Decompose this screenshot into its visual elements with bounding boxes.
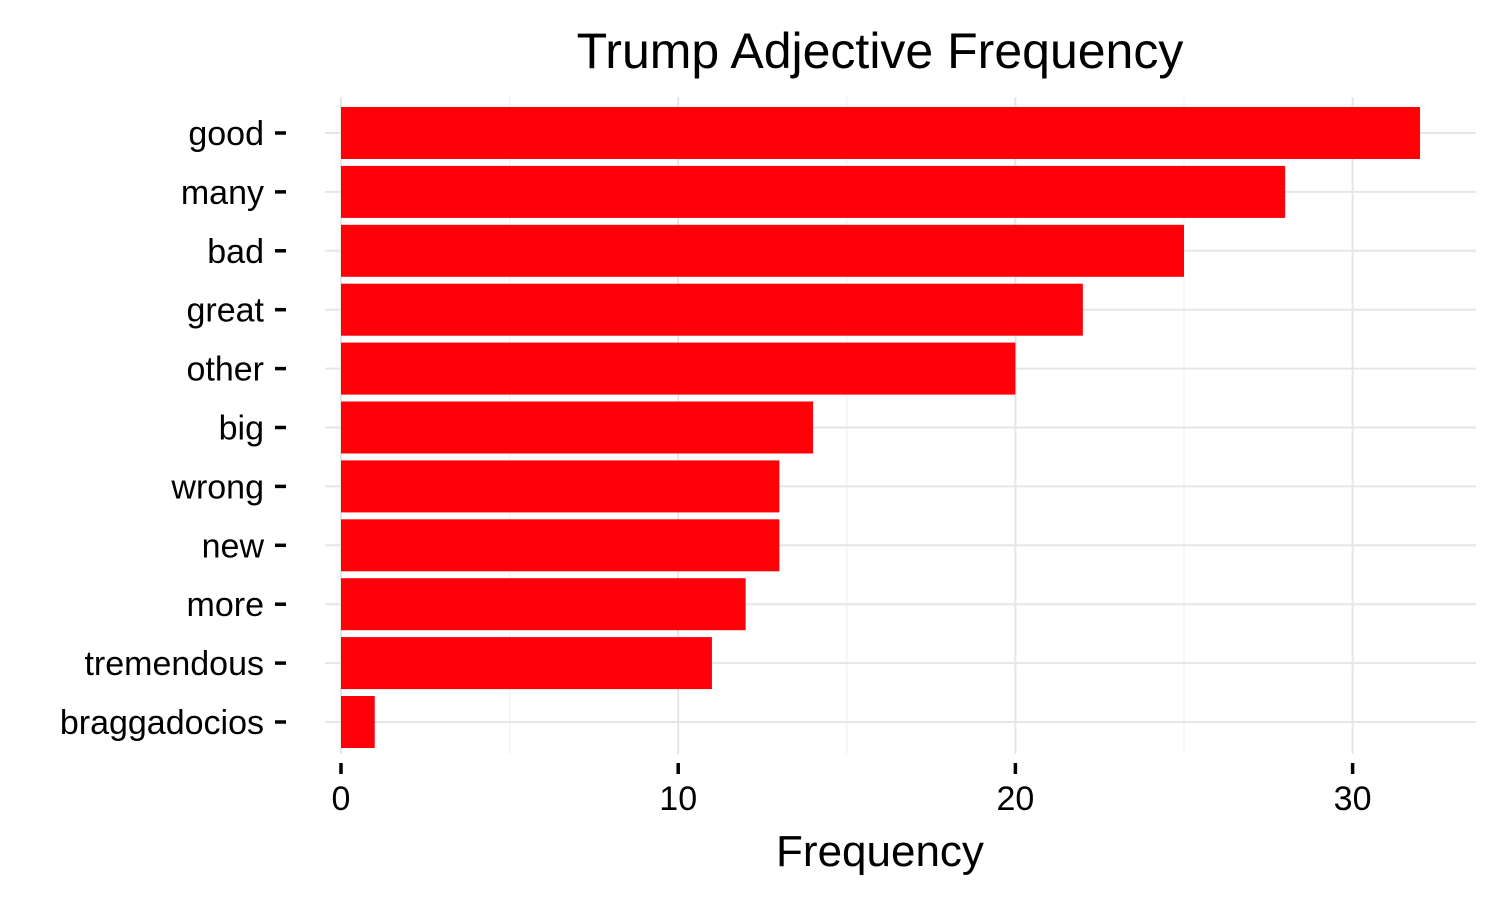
y-tick-label: tremendous — [84, 645, 264, 683]
bar-big — [341, 401, 814, 454]
x-tick-label: 30 — [1334, 780, 1372, 818]
x-tick-label: 10 — [659, 780, 697, 818]
bar-tremendous — [341, 637, 712, 690]
bar-braggadocios — [341, 696, 375, 748]
y-tick-label: bad — [207, 233, 264, 271]
y-axis: good many bad great other big wrong new more trem… — [60, 115, 286, 742]
y-tick-label: new — [202, 527, 265, 565]
bar-great — [341, 283, 1083, 336]
y-tick-label: other — [187, 351, 265, 389]
y-tick-label: big — [219, 410, 264, 448]
bar-new — [341, 519, 780, 572]
bar-other — [341, 342, 1016, 395]
chart-title: Trump Adjective Frequency — [577, 23, 1184, 79]
y-tick-label: wrong — [170, 468, 264, 506]
y-tick-label: many — [181, 174, 264, 212]
bars — [341, 107, 1421, 748]
bar-bad — [341, 224, 1184, 277]
y-tick-label: more — [187, 586, 264, 624]
bar-more — [341, 578, 746, 631]
y-tick-label: great — [187, 292, 265, 330]
x-axis-title: Frequency — [776, 827, 984, 876]
bar-wrong — [341, 460, 780, 513]
y-tick-label: braggadocios — [60, 704, 264, 742]
bar-good — [341, 107, 1421, 159]
x-tick-label: 20 — [996, 780, 1034, 818]
x-tick-label: 0 — [332, 780, 351, 818]
y-tick-label: good — [188, 115, 264, 153]
x-axis: 0 10 20 30 — [332, 763, 1372, 818]
bar-many — [341, 165, 1286, 218]
